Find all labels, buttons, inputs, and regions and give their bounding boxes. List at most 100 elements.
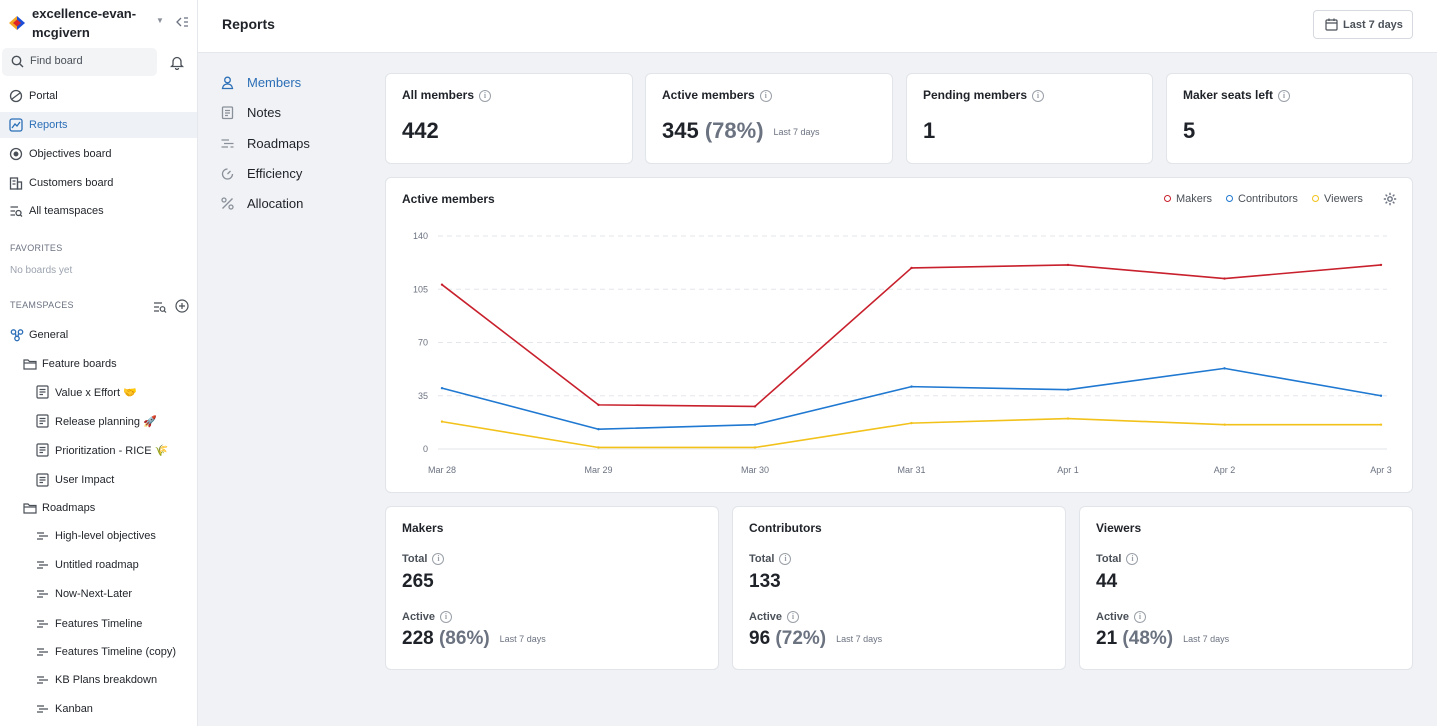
info-icon[interactable]: i — [787, 611, 800, 624]
data-point-contributors — [910, 385, 913, 388]
data-point-viewers — [1066, 417, 1070, 420]
info-icon[interactable]: i — [1032, 89, 1045, 102]
total-label-text: Total — [1096, 553, 1122, 565]
data-point-makers — [597, 403, 600, 407]
stat-card-active-members: Active members i 345 (78%) Last 7 days — [645, 73, 893, 164]
x-tick-label: Mar 28 — [428, 465, 456, 475]
active-value-row: 96 (72%) Last 7 days — [749, 628, 882, 650]
breakdown-card-contributors: Contributors Total i 133 Active i 96 (72%)… — [732, 506, 1066, 670]
active-period: Last 7 days — [836, 633, 883, 644]
allocation-icon — [221, 197, 234, 210]
portal-icon — [9, 89, 23, 103]
roadmap-label: KB Plans breakdown — [55, 674, 158, 686]
stat-title-text: Pending members — [923, 88, 1028, 102]
gear-icon[interactable] — [1383, 192, 1397, 206]
total-value: 133 — [749, 571, 781, 592]
x-tick-label: Mar 29 — [584, 465, 612, 475]
favorites-heading: FAVORITES — [10, 243, 63, 253]
info-icon[interactable]: i — [432, 553, 445, 566]
sidebar-item-objectives-board[interactable]: Objectives board — [0, 141, 197, 167]
y-tick-label: 0 — [423, 444, 428, 454]
legend-dot — [1226, 195, 1233, 202]
series-line-contributors — [441, 367, 1382, 431]
board-label: User Impact — [55, 474, 115, 486]
info-icon[interactable]: i — [440, 611, 453, 624]
info-icon[interactable]: i — [1278, 89, 1291, 102]
total-value: 265 — [402, 571, 434, 592]
board-icon — [36, 414, 49, 428]
customers-icon — [9, 177, 23, 190]
legend-item-viewers[interactable]: Viewers — [1312, 193, 1363, 205]
x-tick-label: Mar 31 — [897, 465, 925, 475]
stat-value: 5 — [1183, 118, 1196, 143]
info-icon[interactable]: i — [1126, 553, 1139, 566]
stat-value: 1 — [923, 118, 936, 143]
bell-icon[interactable] — [170, 55, 184, 70]
roadmaps-icon — [221, 139, 234, 148]
page-title: Reports — [222, 16, 275, 32]
data-point-makers — [1379, 263, 1383, 267]
breakdown-title: Contributors — [749, 521, 822, 535]
stat-title-text: Active members — [662, 88, 755, 102]
search-input[interactable]: Find board — [2, 48, 157, 76]
legend-label: Contributors — [1238, 193, 1298, 205]
active-label: Active i — [749, 611, 800, 624]
data-point-contributors — [597, 428, 600, 431]
sidebar-item-all-teamspaces[interactable]: All teamspaces — [0, 198, 197, 224]
stat-card-maker-seats-left: Maker seats left i 5 — [1166, 73, 1413, 164]
folder-label: Roadmaps — [42, 502, 96, 514]
stat-card-all-members: All members i 442 — [385, 73, 633, 164]
data-point-viewers — [440, 420, 444, 423]
sidebar: excellence-evan-mcgivern ▼ Find board Po… — [0, 0, 198, 726]
active-label: Active i — [402, 611, 453, 624]
stat-title-text: Maker seats left — [1183, 88, 1274, 102]
tab-label: Roadmaps — [247, 136, 310, 151]
legend-label: Makers — [1176, 193, 1213, 205]
info-icon[interactable]: i — [759, 89, 772, 102]
date-range-button[interactable]: Last 7 days — [1313, 10, 1413, 39]
data-point-contributors — [753, 423, 757, 426]
tab-label: Notes — [247, 105, 281, 120]
add-circle-icon[interactable] — [175, 299, 189, 313]
legend-item-makers[interactable]: Makers — [1164, 193, 1212, 205]
stat-title-text: All members — [402, 88, 475, 102]
stat-title: Active members i — [662, 88, 772, 102]
data-point-makers — [753, 405, 757, 408]
collapse-sidebar-icon[interactable] — [174, 14, 190, 30]
sidebar-item-customers-board[interactable]: Customers board — [0, 170, 197, 196]
board-icon — [36, 443, 49, 457]
header: Reports Last 7 days — [198, 0, 1437, 53]
info-icon[interactable]: i — [779, 553, 792, 566]
stat-period: Last 7 days — [773, 127, 820, 138]
sidebar-item-portal[interactable]: Portal — [0, 83, 197, 109]
active-value-row: 21 (48%) Last 7 days — [1096, 628, 1229, 650]
folder-icon — [23, 503, 37, 514]
efficiency-icon — [221, 168, 234, 180]
legend-item-contributors[interactable]: Contributors — [1226, 193, 1298, 205]
stat-value: 442 — [402, 118, 439, 143]
roadmap-icon — [37, 561, 48, 569]
objectives-icon — [9, 147, 23, 161]
data-point-contributors — [440, 386, 444, 390]
stat-percent: (78%) — [704, 118, 764, 143]
roadmap-label: Features Timeline — [55, 618, 143, 630]
search-placeholder: Find board — [30, 55, 83, 67]
active-value-row: 228 (86%) Last 7 days — [402, 628, 546, 650]
info-icon[interactable]: i — [1134, 611, 1147, 624]
sidebar-item-label: Portal — [29, 90, 58, 102]
roadmap-icon — [37, 705, 48, 713]
chevron-down-icon[interactable]: ▼ — [156, 16, 164, 25]
sidebar-item-reports[interactable]: Reports — [0, 112, 197, 138]
active-value: 21 — [1096, 628, 1118, 649]
filter-list-icon[interactable] — [153, 300, 167, 314]
folder-label: Feature boards — [42, 358, 117, 370]
notes-icon — [221, 106, 234, 120]
total-label-text: Total — [749, 553, 775, 565]
active-period: Last 7 days — [499, 633, 546, 644]
workspace-switcher[interactable]: excellence-evan-mcgivern ▼ — [8, 2, 190, 44]
info-icon[interactable]: i — [479, 89, 492, 102]
board-label: Prioritization - RICE 🌾 — [55, 445, 169, 457]
roadmap-icon — [37, 532, 48, 540]
breakdown-title: Viewers — [1096, 521, 1142, 535]
stat-title: Maker seats left i — [1183, 88, 1291, 102]
